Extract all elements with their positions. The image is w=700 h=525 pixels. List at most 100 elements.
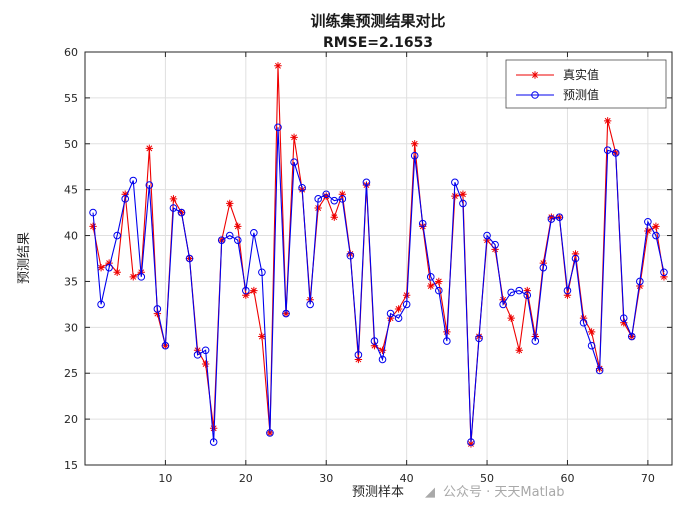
circle-marker [274, 123, 282, 132]
asterisk-marker [587, 328, 596, 336]
y-tick-label: 35 [64, 275, 78, 288]
circle-marker [354, 351, 363, 359]
legend-box [505, 59, 667, 109]
y-tick-label: 60 [64, 46, 78, 59]
asterisk-marker [515, 346, 523, 354]
circle-marker [402, 300, 411, 309]
circle-marker [242, 286, 250, 295]
asterisk-marker [563, 291, 572, 299]
y-axis-label: 预测结果 [17, 232, 32, 284]
legend-samples [516, 71, 554, 99]
circle-marker [523, 291, 532, 300]
asterisk-marker [499, 296, 507, 304]
circle-marker [290, 158, 298, 166]
asterisk-marker [274, 62, 282, 70]
circle-marker [161, 341, 170, 350]
circle-marker [129, 176, 138, 185]
circle-marker [225, 231, 234, 240]
circle-marker [137, 273, 146, 281]
axes: 10 20 30 40 50 60 70 15 20 25 30 35 40 45 50 55 60 [64, 46, 673, 485]
asterisk-marker [89, 222, 97, 231]
x-tick-label: 40 [400, 472, 414, 485]
circle-marker [113, 231, 121, 240]
circle-marker [507, 288, 515, 297]
circle-marker [314, 195, 322, 203]
circle-marker [121, 195, 130, 203]
circle-marker [306, 300, 314, 309]
circle-marker [475, 334, 483, 343]
x-tick-label: 10 [158, 472, 172, 485]
circle-marker [539, 263, 548, 272]
circle-marker [346, 251, 355, 260]
circle-marker [579, 318, 588, 327]
circle-marker [153, 305, 162, 313]
series-true [89, 62, 668, 448]
circle-marker [330, 196, 339, 205]
legend[interactable]: 真实值 预测值 [505, 59, 667, 109]
asterisk-marker [523, 286, 531, 295]
watermark-text: 公众号 · 天天Matlab [443, 485, 565, 500]
circle-marker [410, 151, 419, 160]
asterisk-marker [644, 227, 652, 235]
circle-marker [483, 231, 491, 240]
circle-marker [378, 355, 387, 364]
asterisk-marker [169, 195, 178, 203]
circle-marker [531, 91, 539, 99]
asterisk-marker [507, 314, 515, 322]
x-tick-label: 70 [641, 472, 655, 485]
circle-marker [201, 346, 210, 355]
asterisk-marker [322, 192, 330, 200]
circle-marker [322, 190, 331, 199]
circle-marker [338, 195, 347, 203]
circle-marker [105, 263, 113, 272]
circle-marker [499, 300, 507, 309]
asterisk-marker [97, 263, 105, 272]
circle-marker [97, 300, 105, 309]
asterisk-marker [571, 250, 580, 258]
circle-marker [418, 219, 427, 228]
asterisk-marker [314, 204, 322, 212]
circle-marker [217, 236, 226, 244]
series-line [92, 127, 665, 443]
asterisk-marker [459, 190, 467, 198]
circle-marker [426, 273, 435, 281]
asterisk-marker [410, 140, 419, 148]
circle-marker [451, 178, 459, 187]
asterisk-marker [467, 440, 475, 448]
legend-label-pred: 预测值 [563, 87, 599, 102]
circle-marker [611, 149, 620, 157]
asterisk-marker [378, 346, 387, 354]
y-tick-label: 40 [64, 230, 78, 243]
asterisk-marker [636, 282, 644, 290]
circle-marker [282, 309, 290, 318]
x-tick-label: 30 [319, 472, 333, 485]
asterisk-marker [579, 314, 588, 322]
circle-marker [547, 215, 556, 223]
asterisk-marker [531, 71, 539, 79]
x-tick-label: 20 [239, 472, 253, 485]
circle-marker [266, 429, 274, 437]
asterisk-marker [652, 222, 660, 231]
circle-marker [563, 286, 572, 295]
circle-marker [258, 268, 266, 277]
circle-marker [209, 438, 218, 446]
asterisk-marker [113, 268, 121, 276]
y-tick-label: 25 [64, 367, 78, 380]
data-series [89, 62, 668, 448]
asterisk-marker [258, 332, 266, 341]
circle-marker [531, 337, 540, 345]
asterisk-marker [201, 360, 210, 368]
circle-marker [362, 178, 371, 187]
circle-marker [595, 366, 604, 375]
circle-marker [394, 314, 403, 322]
y-tick-label: 30 [64, 321, 78, 334]
circle-marker [603, 146, 612, 155]
asterisk-marker [603, 117, 612, 125]
y-tick-label: 15 [64, 459, 78, 472]
asterisk-marker [451, 192, 459, 200]
x-tick-label: 50 [480, 472, 494, 485]
asterisk-marker [226, 199, 234, 208]
series-predicted [89, 123, 668, 446]
asterisk-marker [620, 319, 628, 327]
